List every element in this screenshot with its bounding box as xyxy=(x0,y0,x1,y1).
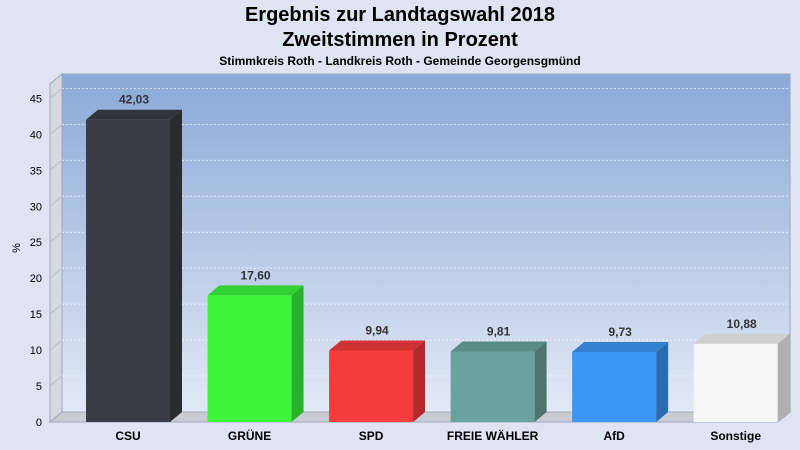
x-tick-label: CSU xyxy=(115,429,140,443)
y-tick-label: 35 xyxy=(30,165,42,177)
bar-value-label: 9,94 xyxy=(365,324,389,338)
y-tick-label: 25 xyxy=(30,237,42,249)
gridline-side xyxy=(49,375,63,387)
bar-front xyxy=(86,119,170,422)
bar-value-label: 17,60 xyxy=(241,268,271,282)
bar-front xyxy=(450,351,535,422)
y-tick-label: 45 xyxy=(30,93,42,105)
bar-side xyxy=(656,342,669,422)
x-tick-label: FREIE WÄHLER xyxy=(447,428,539,443)
y-axis-label: % xyxy=(11,243,23,253)
x-tick-label: AfD xyxy=(603,429,625,443)
bar-top xyxy=(450,341,547,352)
y-tick-label: 30 xyxy=(30,201,42,213)
gridline-side xyxy=(49,87,63,99)
y-tick-label: 0 xyxy=(36,417,42,429)
gridline-side xyxy=(49,195,63,207)
bar xyxy=(86,109,182,422)
bar-top xyxy=(86,109,182,120)
bar xyxy=(207,285,304,422)
y-tick-label: 15 xyxy=(30,309,42,321)
gridline-side xyxy=(49,231,63,243)
bar-value-label: 9,73 xyxy=(608,325,632,339)
y-tick-label: 5 xyxy=(36,381,42,393)
bar xyxy=(572,342,669,422)
bar-side xyxy=(170,109,182,422)
gridline-side xyxy=(49,159,63,171)
bar-side xyxy=(777,333,790,422)
x-tick-label: Sonstige xyxy=(710,429,761,443)
x-tick-label: GRÜNE xyxy=(228,428,271,443)
gridline-side xyxy=(49,339,63,351)
bar-top xyxy=(572,342,669,353)
bar-top xyxy=(207,285,304,296)
bar-side xyxy=(534,341,547,422)
y-tick-label: 10 xyxy=(30,345,42,357)
bar-top xyxy=(693,333,790,344)
bar-front xyxy=(572,352,657,422)
chart-title: Ergebnis zur Landtagswahl 2018 xyxy=(244,4,556,26)
chart-subtitle: Zweitstimmen in Prozent xyxy=(282,29,518,51)
gridline-side xyxy=(49,123,63,135)
bar-value-label: 9,81 xyxy=(487,324,511,338)
bar-front xyxy=(693,343,778,422)
bar xyxy=(450,341,547,422)
gridline-side xyxy=(49,267,63,279)
bar-top xyxy=(329,340,426,351)
bar-front xyxy=(207,295,292,422)
y-tick-label: 20 xyxy=(30,273,42,285)
plot-back-wall xyxy=(61,73,791,413)
bar-side xyxy=(291,285,304,422)
bar xyxy=(693,333,790,422)
x-tick-label: SPD xyxy=(359,429,384,443)
gridline-side xyxy=(49,303,63,315)
bar-front xyxy=(329,350,414,422)
chart-caption: Stimmkreis Roth - Landkreis Roth - Gemei… xyxy=(219,54,581,68)
bar-value-label: 42,03 xyxy=(119,93,149,107)
bar xyxy=(329,340,426,422)
bar-side xyxy=(413,340,426,422)
y-tick-label: 40 xyxy=(30,129,42,141)
bar-value-label: 10,88 xyxy=(727,317,757,331)
